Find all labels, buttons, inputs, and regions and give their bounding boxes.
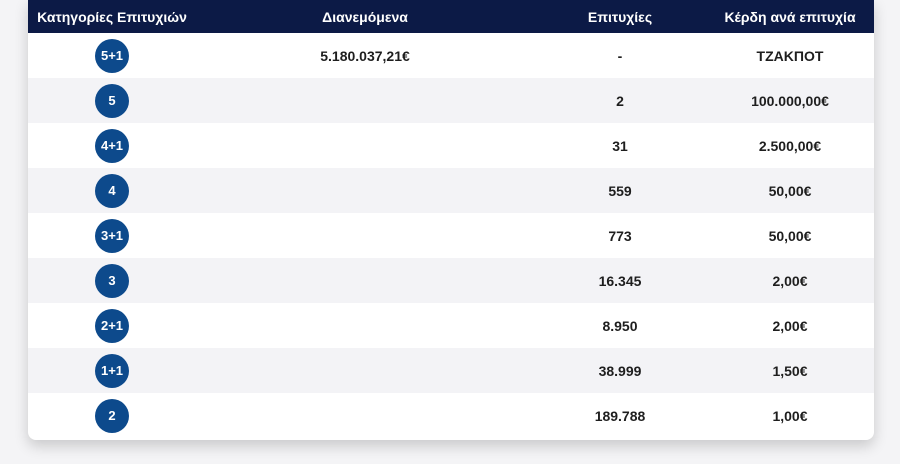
category-badge: 3 (95, 263, 129, 298)
winners-cell: 559 (608, 182, 632, 199)
category-badge: 4+1 (95, 128, 129, 163)
prize-cell: 50,00€ (768, 182, 812, 199)
table-row: 4+1 31 2.500,00€ (28, 123, 874, 168)
winners-cell: 8.950 (602, 317, 638, 334)
header-prize: Κέρδη ανά επιτυχία (724, 8, 856, 25)
category-badge: 5+1 (95, 38, 129, 73)
winners-cell: 31 (612, 137, 628, 154)
winners-cell: 38.999 (598, 362, 642, 379)
category-badge: 4 (95, 173, 129, 208)
winners-cell: 2 (616, 92, 624, 109)
table-row: 3 16.345 2,00€ (28, 258, 874, 303)
table-row: 2 189.788 1,00€ (28, 393, 874, 438)
prize-cell: 50,00€ (768, 227, 812, 244)
prize-cell: 2.500,00€ (758, 137, 822, 154)
results-table: Κατηγορίες Επιτυχιών Διανεμόμενα Επιτυχί… (28, 0, 874, 440)
table-row: 5 2 100.000,00€ (28, 78, 874, 123)
table-header: Κατηγορίες Επιτυχιών Διανεμόμενα Επιτυχί… (28, 0, 874, 33)
prize-cell: 1,50€ (772, 362, 808, 379)
header-winners: Επιτυχίες (587, 8, 653, 25)
prize-cell: 2,00€ (772, 272, 808, 289)
distributed-cell: 5.180.037,21€ (320, 47, 410, 64)
table-row: 2+1 8.950 2,00€ (28, 303, 874, 348)
category-badge: 2+1 (95, 308, 129, 343)
table-row: 1+1 38.999 1,50€ (28, 348, 874, 393)
prize-cell: ΤΖΑΚΠΟΤ (756, 47, 824, 64)
table-row: 4 559 50,00€ (28, 168, 874, 213)
category-badge: 3+1 (95, 218, 129, 253)
table-row: 5+1 5.180.037,21€ - ΤΖΑΚΠΟΤ (28, 33, 874, 78)
category-badge: 2 (95, 398, 129, 433)
prize-cell: 1,00€ (772, 407, 808, 424)
winners-cell: 189.788 (594, 407, 646, 424)
prize-cell: 100.000,00€ (751, 92, 829, 109)
prize-cell: 2,00€ (772, 317, 808, 334)
category-badge: 5 (95, 83, 129, 118)
header-distributed: Διανεμόμενα (322, 8, 408, 25)
header-categories: Κατηγορίες Επιτυχιών (37, 8, 187, 25)
winners-cell: - (617, 47, 623, 64)
winners-cell: 16.345 (598, 272, 642, 289)
table-row: 3+1 773 50,00€ (28, 213, 874, 258)
category-badge: 1+1 (95, 353, 129, 388)
winners-cell: 773 (608, 227, 632, 244)
